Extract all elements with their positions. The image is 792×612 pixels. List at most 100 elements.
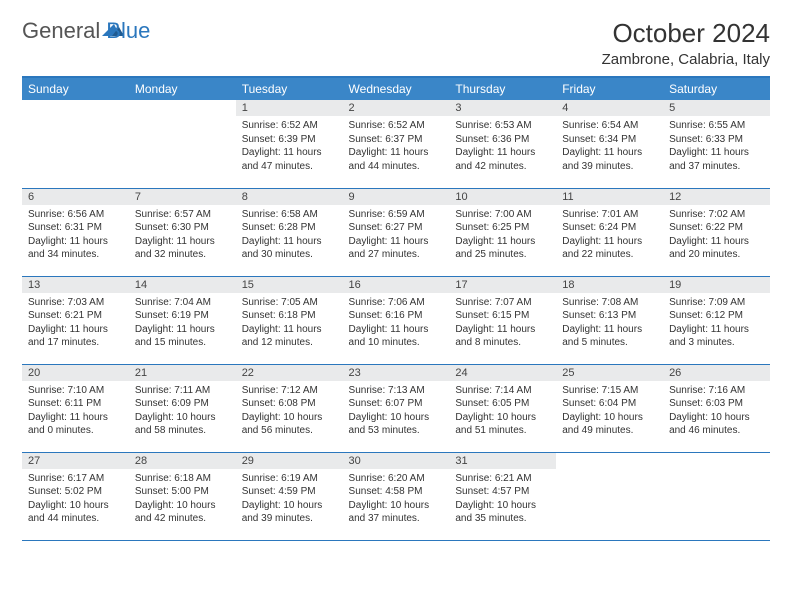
day-info-line: and 46 minutes. xyxy=(669,424,764,438)
calendar-empty-cell xyxy=(663,452,770,540)
calendar-day-cell: 27Sunrise: 6:17 AMSunset: 5:02 PMDayligh… xyxy=(22,452,129,540)
day-info-line: Daylight: 11 hours xyxy=(28,411,123,425)
day-info-line: Daylight: 10 hours xyxy=(28,499,123,513)
day-number: 25 xyxy=(556,365,663,381)
calendar-day-cell: 26Sunrise: 7:16 AMSunset: 6:03 PMDayligh… xyxy=(663,364,770,452)
day-number: 26 xyxy=(663,365,770,381)
day-info-line: Sunset: 6:25 PM xyxy=(455,221,550,235)
day-info-line: and 42 minutes. xyxy=(135,512,230,526)
day-info-line: Sunset: 6:03 PM xyxy=(669,397,764,411)
day-number: 30 xyxy=(343,453,450,469)
day-info-line: Daylight: 11 hours xyxy=(562,323,657,337)
day-info: Sunrise: 7:15 AMSunset: 6:04 PMDaylight:… xyxy=(556,381,663,441)
day-info-line: Sunrise: 7:00 AM xyxy=(455,208,550,222)
day-info: Sunrise: 7:09 AMSunset: 6:12 PMDaylight:… xyxy=(663,293,770,353)
day-info: Sunrise: 7:00 AMSunset: 6:25 PMDaylight:… xyxy=(449,205,556,265)
calendar-day-cell: 4Sunrise: 6:54 AMSunset: 6:34 PMDaylight… xyxy=(556,100,663,188)
day-info-line: Daylight: 10 hours xyxy=(349,411,444,425)
day-info-line: Sunset: 6:12 PM xyxy=(669,309,764,323)
day-number: 31 xyxy=(449,453,556,469)
day-info-line: Sunrise: 7:14 AM xyxy=(455,384,550,398)
day-info-line: Daylight: 11 hours xyxy=(242,146,337,160)
day-info-line: Sunrise: 7:05 AM xyxy=(242,296,337,310)
day-number: 4 xyxy=(556,100,663,116)
day-info-line: and 20 minutes. xyxy=(669,248,764,262)
day-info-line: Sunset: 6:27 PM xyxy=(349,221,444,235)
calendar-day-cell: 19Sunrise: 7:09 AMSunset: 6:12 PMDayligh… xyxy=(663,276,770,364)
calendar-day-cell: 24Sunrise: 7:14 AMSunset: 6:05 PMDayligh… xyxy=(449,364,556,452)
day-number: 1 xyxy=(236,100,343,116)
calendar-day-cell: 14Sunrise: 7:04 AMSunset: 6:19 PMDayligh… xyxy=(129,276,236,364)
calendar-day-cell: 16Sunrise: 7:06 AMSunset: 6:16 PMDayligh… xyxy=(343,276,450,364)
header: General Blue October 2024 Zambrone, Cala… xyxy=(22,18,770,68)
day-info: Sunrise: 6:52 AMSunset: 6:39 PMDaylight:… xyxy=(236,116,343,176)
day-info-line: Daylight: 11 hours xyxy=(349,235,444,249)
day-info-line: Sunset: 6:36 PM xyxy=(455,133,550,147)
day-info-line: Sunset: 6:22 PM xyxy=(669,221,764,235)
day-info: Sunrise: 6:53 AMSunset: 6:36 PMDaylight:… xyxy=(449,116,556,176)
day-info: Sunrise: 7:10 AMSunset: 6:11 PMDaylight:… xyxy=(22,381,129,441)
day-info-line: Sunset: 6:13 PM xyxy=(562,309,657,323)
location-text: Zambrone, Calabria, Italy xyxy=(602,51,770,68)
day-info-line: Sunrise: 6:55 AM xyxy=(669,119,764,133)
day-info: Sunrise: 7:06 AMSunset: 6:16 PMDaylight:… xyxy=(343,293,450,353)
day-info-line: Daylight: 10 hours xyxy=(669,411,764,425)
day-info-line: Daylight: 10 hours xyxy=(135,411,230,425)
day-info: Sunrise: 6:58 AMSunset: 6:28 PMDaylight:… xyxy=(236,205,343,265)
calendar-day-cell: 21Sunrise: 7:11 AMSunset: 6:09 PMDayligh… xyxy=(129,364,236,452)
day-info-line: and 27 minutes. xyxy=(349,248,444,262)
calendar-week-row: 27Sunrise: 6:17 AMSunset: 5:02 PMDayligh… xyxy=(22,452,770,540)
day-info-line: Sunset: 6:11 PM xyxy=(28,397,123,411)
day-info-line: and 22 minutes. xyxy=(562,248,657,262)
day-info-line: Sunset: 6:28 PM xyxy=(242,221,337,235)
day-info-line: and 0 minutes. xyxy=(28,424,123,438)
day-info-line: Sunrise: 7:13 AM xyxy=(349,384,444,398)
day-info-line: and 44 minutes. xyxy=(28,512,123,526)
day-number: 14 xyxy=(129,277,236,293)
day-info-line: and 44 minutes. xyxy=(349,160,444,174)
day-info-line: Sunset: 6:24 PM xyxy=(562,221,657,235)
day-number: 28 xyxy=(129,453,236,469)
day-info-line: Sunrise: 6:59 AM xyxy=(349,208,444,222)
day-info: Sunrise: 7:01 AMSunset: 6:24 PMDaylight:… xyxy=(556,205,663,265)
calendar-day-cell: 29Sunrise: 6:19 AMSunset: 4:59 PMDayligh… xyxy=(236,452,343,540)
day-info: Sunrise: 7:07 AMSunset: 6:15 PMDaylight:… xyxy=(449,293,556,353)
day-info: Sunrise: 7:03 AMSunset: 6:21 PMDaylight:… xyxy=(22,293,129,353)
calendar-day-cell: 30Sunrise: 6:20 AMSunset: 4:58 PMDayligh… xyxy=(343,452,450,540)
day-info-line: and 53 minutes. xyxy=(349,424,444,438)
day-number: 12 xyxy=(663,189,770,205)
day-info-line: Daylight: 11 hours xyxy=(135,323,230,337)
calendar-day-cell: 7Sunrise: 6:57 AMSunset: 6:30 PMDaylight… xyxy=(129,188,236,276)
day-number: 23 xyxy=(343,365,450,381)
calendar-day-cell: 3Sunrise: 6:53 AMSunset: 6:36 PMDaylight… xyxy=(449,100,556,188)
day-info-line: Daylight: 11 hours xyxy=(455,146,550,160)
day-info-line: and 17 minutes. xyxy=(28,336,123,350)
day-number: 17 xyxy=(449,277,556,293)
day-number: 10 xyxy=(449,189,556,205)
calendar-empty-cell xyxy=(556,452,663,540)
weekday-header-row: SundayMondayTuesdayWednesdayThursdayFrid… xyxy=(22,77,770,100)
calendar-day-cell: 1Sunrise: 6:52 AMSunset: 6:39 PMDaylight… xyxy=(236,100,343,188)
calendar-day-cell: 9Sunrise: 6:59 AMSunset: 6:27 PMDaylight… xyxy=(343,188,450,276)
calendar-day-cell: 12Sunrise: 7:02 AMSunset: 6:22 PMDayligh… xyxy=(663,188,770,276)
day-info: Sunrise: 7:05 AMSunset: 6:18 PMDaylight:… xyxy=(236,293,343,353)
day-info-line: Daylight: 10 hours xyxy=(349,499,444,513)
day-info-line: Daylight: 10 hours xyxy=(135,499,230,513)
day-info-line: Sunset: 6:33 PM xyxy=(669,133,764,147)
day-info-line: and 56 minutes. xyxy=(242,424,337,438)
day-info-line: Daylight: 11 hours xyxy=(669,146,764,160)
weekday-header: Thursday xyxy=(449,77,556,100)
day-info-line: Sunrise: 7:15 AM xyxy=(562,384,657,398)
weekday-header: Saturday xyxy=(663,77,770,100)
day-info-line: and 35 minutes. xyxy=(455,512,550,526)
day-number: 6 xyxy=(22,189,129,205)
day-info-line: and 49 minutes. xyxy=(562,424,657,438)
day-info: Sunrise: 6:55 AMSunset: 6:33 PMDaylight:… xyxy=(663,116,770,176)
day-info-line: Sunrise: 6:58 AM xyxy=(242,208,337,222)
calendar-day-cell: 18Sunrise: 7:08 AMSunset: 6:13 PMDayligh… xyxy=(556,276,663,364)
day-info-line: Daylight: 11 hours xyxy=(242,235,337,249)
day-number: 15 xyxy=(236,277,343,293)
day-info-line: Sunrise: 6:19 AM xyxy=(242,472,337,486)
day-info-line: Sunrise: 6:20 AM xyxy=(349,472,444,486)
day-info-line: Sunrise: 6:52 AM xyxy=(242,119,337,133)
